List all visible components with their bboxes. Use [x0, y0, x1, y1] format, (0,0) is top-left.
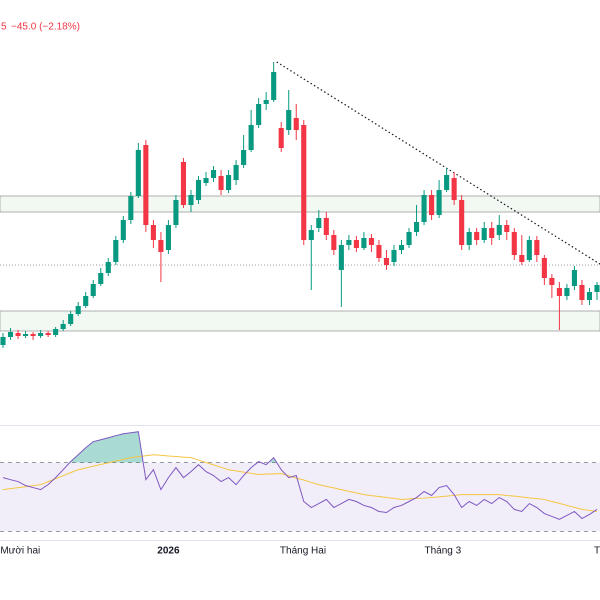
candle-body [53, 329, 59, 335]
candle-body [286, 110, 292, 130]
candle-body [564, 288, 570, 296]
candle-body [383, 258, 390, 265]
candle-body [105, 262, 111, 273]
candle-body [90, 284, 96, 296]
candle-body [128, 196, 134, 220]
candle-body [368, 238, 374, 245]
candle-body [361, 238, 367, 248]
candle-body [331, 235, 337, 250]
rsi-line [2, 431, 598, 520]
candle-body [38, 333, 44, 336]
candle-body [75, 306, 81, 314]
candle-body [504, 225, 510, 232]
candle-body [210, 170, 217, 178]
candle-body [323, 218, 329, 235]
candle-body [391, 250, 397, 262]
candle-body [195, 180, 202, 200]
candle-body [135, 150, 141, 196]
candle-body [165, 225, 171, 250]
candle-body [7, 332, 14, 337]
candle-body [45, 333, 51, 335]
candle-body [15, 333, 21, 336]
candle-body [23, 334, 29, 336]
candle-body [68, 314, 74, 324]
candle-body [489, 228, 495, 238]
candle-body [173, 200, 179, 225]
price-zone [0, 310, 600, 332]
candle-body [226, 175, 232, 190]
candle-body [30, 334, 36, 336]
candle-body [113, 240, 119, 262]
candle-body [263, 100, 269, 104]
candle-body [474, 232, 480, 240]
candle-body [534, 240, 540, 255]
candle-body [413, 222, 420, 232]
price-zone [0, 195, 600, 213]
rsi-ma-line [2, 454, 598, 512]
candle-body [519, 255, 525, 262]
candle-body [158, 240, 164, 252]
candle-body [398, 245, 405, 250]
candle-body [308, 230, 314, 240]
candle-body [203, 178, 209, 183]
candle-body [541, 258, 547, 278]
candle-body [459, 200, 465, 245]
candle-body [83, 296, 89, 306]
x-tick-label: Tháng Hai [280, 546, 326, 557]
candle-body [579, 285, 585, 300]
x-tick-label: 2026 [157, 546, 180, 557]
candle-body [444, 175, 450, 190]
candle-body [346, 240, 352, 245]
candle-body [301, 125, 307, 240]
candle-body [556, 288, 562, 296]
candle-body [150, 225, 156, 240]
candle-body [248, 125, 254, 150]
candle-body [180, 162, 187, 205]
candle-body [406, 232, 412, 245]
candle-body [481, 228, 487, 240]
candle-body [429, 195, 435, 215]
candle-body [466, 232, 472, 245]
candle-body [241, 150, 247, 165]
candle-body [338, 245, 344, 270]
candle-body [60, 324, 66, 329]
candle-body [120, 220, 126, 240]
candle-body [316, 218, 322, 228]
candle-body [526, 240, 532, 260]
candle-body [376, 245, 382, 258]
candle-body [188, 195, 194, 205]
candle-body [233, 165, 239, 180]
candle-body [143, 145, 149, 225]
candle-body [0, 337, 6, 345]
x-tick-label: Tháng 3 [425, 546, 462, 557]
candle-body [496, 225, 502, 235]
candle-body [571, 270, 577, 286]
header-price: 5 [1, 22, 7, 33]
candle-body [421, 195, 427, 222]
header-change: −45.0 (−2.18%) [11, 22, 80, 33]
rsi-overbought-fill [3, 431, 597, 463]
candle-body [511, 232, 517, 255]
candle-body [549, 278, 555, 285]
candle-body [451, 178, 457, 200]
candle-body [218, 176, 224, 190]
candle-body [436, 190, 442, 215]
candle-body [98, 273, 104, 284]
candle-body [594, 285, 600, 292]
candle-body [278, 128, 284, 148]
candle-body [353, 240, 359, 248]
candle-body [586, 292, 593, 300]
candle-body [256, 104, 262, 125]
x-tick-label: T [594, 546, 600, 557]
rsi-band [0, 462, 600, 532]
candle-body [293, 118, 299, 130]
x-tick-label: Mười hai [0, 546, 40, 557]
candle-body [271, 72, 277, 100]
